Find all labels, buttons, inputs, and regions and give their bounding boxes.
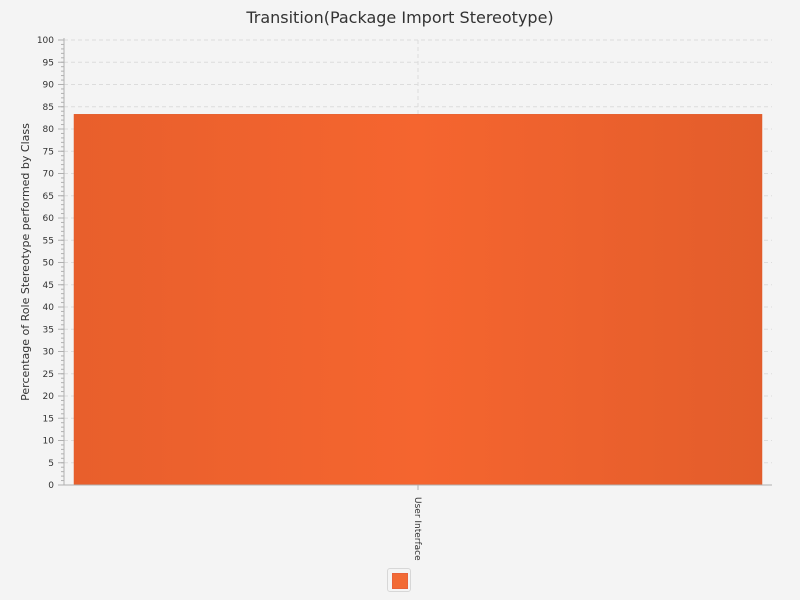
- legend-swatch: [392, 573, 408, 589]
- y-tick-label: 0: [48, 481, 54, 491]
- y-tick-label: 30: [43, 348, 55, 358]
- y-tick-label: 15: [43, 414, 54, 424]
- y-ticks: 0 5 10 15 20 25 30 35 40 45 50 55 60 65 70 75 80 85 90 95 10…: [37, 36, 64, 491]
- y-tick-label: 45: [43, 281, 54, 291]
- y-tick-label: 70: [43, 170, 55, 180]
- y-tick-label: 100: [37, 36, 54, 46]
- y-tick-label: 25: [43, 370, 54, 380]
- legend[interactable]: [387, 568, 411, 592]
- y-tick-label: 35: [43, 325, 54, 335]
- bars: [73, 114, 763, 486]
- y-tick-label: 55: [43, 236, 54, 246]
- y-tick-label: 40: [43, 303, 55, 313]
- y-tick-label: 85: [43, 103, 54, 113]
- bar-user-interface[interactable]: [73, 114, 763, 486]
- y-tick-label: 50: [43, 259, 55, 269]
- y-axis-label: Percentage of Role Stereotype performed …: [19, 123, 32, 401]
- y-tick-label: 90: [43, 81, 55, 91]
- y-tick-label: 80: [43, 125, 55, 135]
- x-tick-label: User Interface: [412, 497, 422, 561]
- y-tick-label: 20: [43, 392, 55, 402]
- y-tick-label: 10: [43, 437, 55, 447]
- chart-title: Transition(Package Import Stereotype): [245, 8, 553, 27]
- y-tick-label: 60: [43, 214, 55, 224]
- y-tick-label: 65: [43, 192, 54, 202]
- y-tick-label: 75: [43, 147, 54, 157]
- y-tick-label: 95: [43, 58, 54, 68]
- y-tick-label: 5: [48, 459, 54, 469]
- x-ticks: User Interface: [412, 485, 422, 561]
